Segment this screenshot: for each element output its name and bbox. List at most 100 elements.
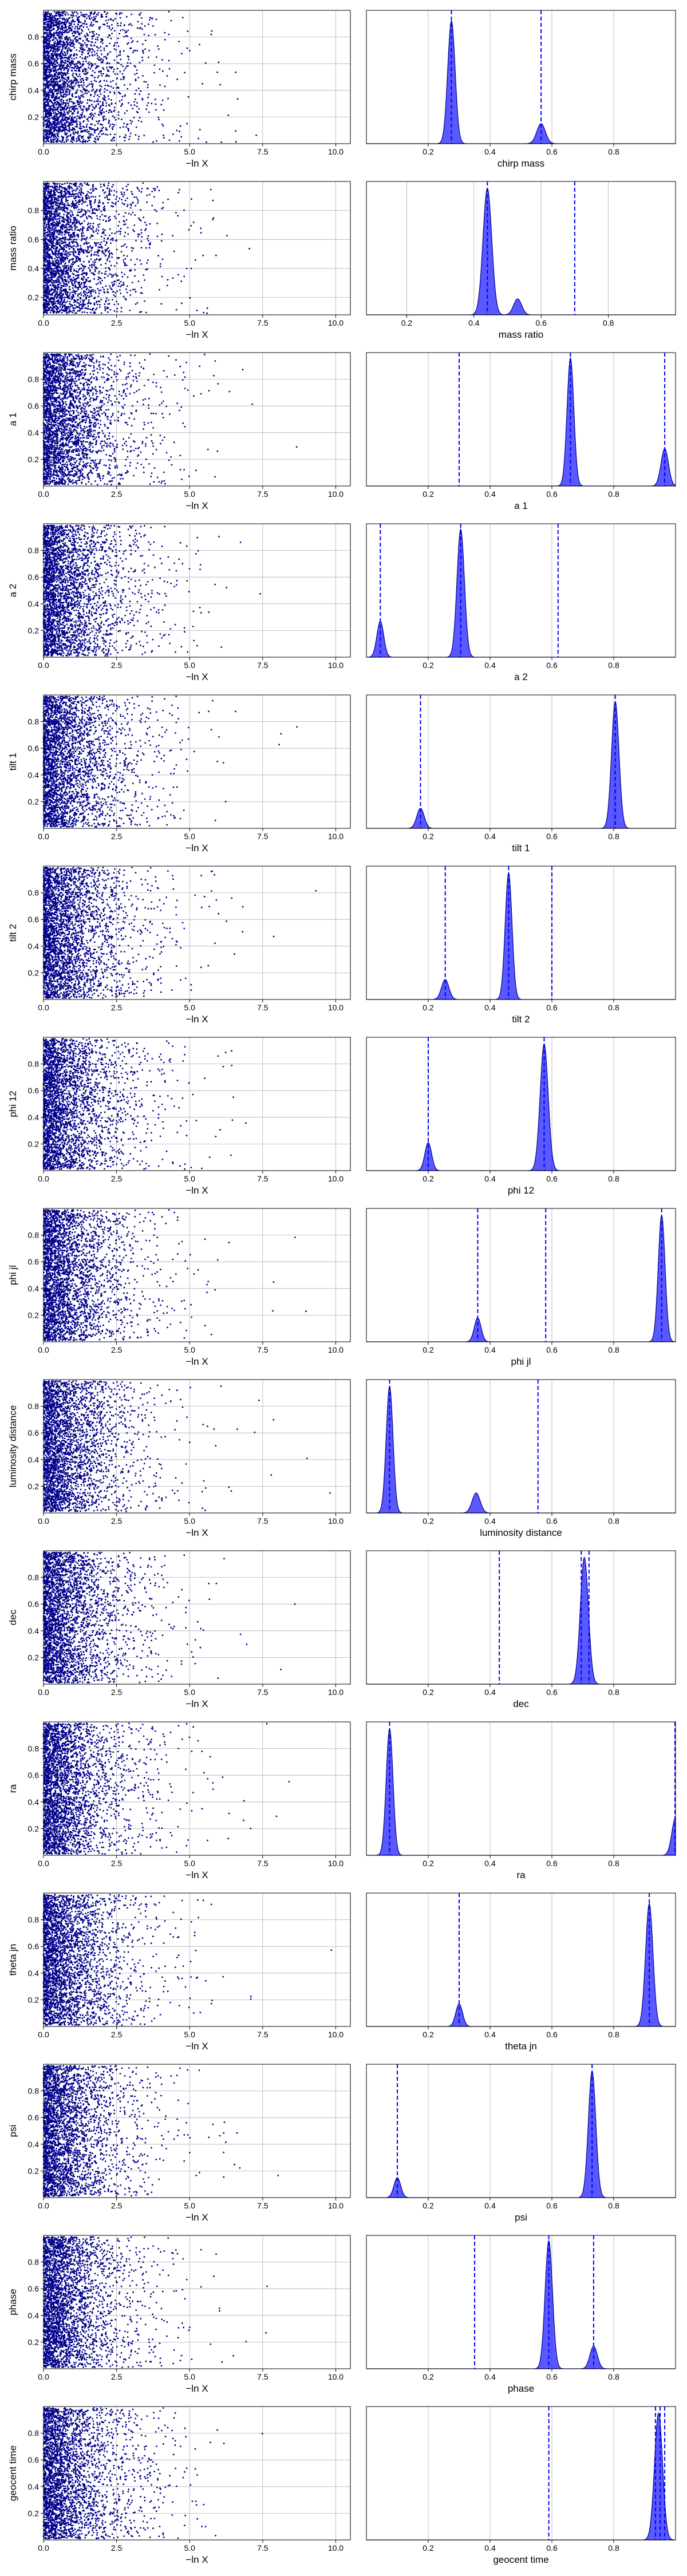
chirp-mass-trace-point	[77, 136, 79, 137]
chirp-mass-trace-point	[69, 101, 70, 102]
chirp-mass-trace-point	[46, 13, 48, 15]
chirp-mass-trace-point	[218, 61, 220, 63]
chirp-mass-trace-point	[46, 23, 48, 25]
chirp-mass-trace-point	[168, 11, 170, 13]
chirp-mass-trace-point	[114, 60, 116, 61]
chirp-mass-trace-point	[105, 16, 107, 18]
chirp-mass-trace-point	[86, 129, 88, 131]
chirp-mass-trace-point	[86, 99, 88, 101]
chirp-mass-trace-point	[70, 119, 72, 121]
chirp-mass-trace-point	[50, 74, 52, 76]
chirp-mass-trace-point	[65, 73, 66, 74]
chirp-mass-trace-point	[65, 37, 67, 39]
chirp-mass-trace-point	[54, 114, 56, 116]
chirp-mass-trace-point	[131, 25, 133, 26]
chirp-mass-trace-point	[148, 102, 149, 104]
chirp-mass-trace-point	[92, 70, 94, 72]
chirp-mass-trace-point	[76, 57, 77, 59]
chirp-mass-trace-point	[54, 123, 56, 124]
chirp-mass-trace-point	[137, 27, 139, 29]
chirp-mass-trace-point	[88, 48, 90, 50]
chirp-mass-trace-point	[127, 62, 129, 64]
chirp-mass-trace-point	[53, 70, 54, 72]
chirp-mass-trace-point	[112, 124, 114, 125]
chirp-mass-trace-point	[80, 90, 82, 92]
chirp-mass-trace-point	[81, 32, 82, 34]
chirp-mass-trace-point	[161, 59, 163, 61]
chirp-mass-trace-point	[103, 112, 105, 113]
chirp-mass-trace-point	[47, 131, 49, 133]
chirp-mass-trace-point	[86, 44, 88, 46]
chirp-mass-trace-point	[88, 52, 89, 54]
chirp-mass-trace-point	[76, 118, 78, 120]
chirp-mass-trace-point	[121, 118, 123, 120]
chirp-mass-trace-point	[53, 141, 55, 143]
chirp-mass-trace-point	[80, 123, 82, 125]
chirp-mass-trace-point	[69, 109, 70, 111]
chirp-mass-trace-point	[111, 24, 113, 26]
chirp-mass-trace-point	[98, 96, 100, 98]
chirp-mass-trace-point	[58, 74, 60, 76]
chirp-mass-trace-point	[70, 39, 72, 41]
chirp-mass-trace-point	[110, 99, 112, 101]
chirp-mass-trace-point	[82, 78, 84, 80]
chirp-mass-trace-point	[85, 61, 87, 62]
chirp-mass-trace-point	[88, 29, 89, 30]
chirp-mass-trace-point	[114, 93, 116, 94]
chirp-mass-trace-point	[77, 89, 78, 91]
chirp-mass-trace-point	[147, 87, 149, 89]
chirp-mass-trace-point	[94, 93, 96, 95]
chirp-mass-trace-point	[51, 29, 53, 31]
chirp-mass-trace-point	[97, 77, 98, 78]
chirp-mass-trace-point	[66, 51, 68, 53]
chirp-mass-trace-point	[77, 82, 79, 84]
chirp-mass-trace-point	[104, 97, 105, 98]
chirp-mass-trace-point	[169, 140, 171, 141]
chirp-mass-trace-point	[57, 101, 58, 103]
chirp-mass-trace-point	[66, 46, 68, 48]
chirp-mass-trace-point	[237, 98, 239, 100]
chirp-mass-trace-point	[62, 117, 64, 118]
chirp-mass-trace-point	[131, 123, 132, 124]
chirp-mass-trace-point	[98, 75, 100, 77]
chirp-mass-trace-point	[56, 133, 58, 135]
chirp-mass-trace-point	[100, 46, 102, 48]
chirp-mass-trace-point	[105, 105, 107, 107]
chirp-mass-trace-point	[62, 120, 64, 122]
chirp-mass-trace-point	[78, 106, 80, 108]
chirp-mass-trace-point	[84, 14, 86, 15]
chirp-mass-trace-point	[67, 53, 69, 54]
chirp-mass-trace-point	[49, 80, 51, 82]
chirp-mass-trace-point	[110, 86, 112, 88]
chirp-mass-trace-point	[68, 122, 70, 124]
chirp-mass-trace-point	[52, 68, 53, 69]
chirp-mass-trace-point	[155, 34, 156, 35]
chirp-mass-trace-point	[152, 25, 154, 27]
chirp-mass-trace-point	[73, 42, 74, 44]
chirp-mass-trace-point	[206, 141, 207, 143]
chirp-mass-trace-point	[72, 141, 73, 143]
chirp-mass-trace-point	[132, 40, 134, 42]
chirp-mass-trace-point	[99, 136, 101, 137]
chirp-mass-trace-point	[144, 48, 146, 50]
chirp-mass-trace-point	[106, 57, 108, 59]
chirp-mass-trace-point	[102, 23, 104, 25]
chirp-mass-trace-point	[67, 85, 69, 86]
chirp-mass-trace-point	[118, 45, 120, 47]
chirp-mass-trace-point	[54, 11, 56, 13]
chirp-mass-trace-point	[68, 18, 69, 19]
chirp-mass-trace-point	[125, 127, 127, 128]
chirp-mass-trace-point	[147, 105, 148, 106]
chirp-mass-trace-point	[60, 120, 62, 122]
chirp-mass-trace-point	[139, 117, 141, 118]
chirp-mass-trace-point	[100, 41, 102, 43]
chirp-mass-trace-point	[90, 81, 92, 82]
chirp-mass-trace-point	[92, 134, 94, 136]
chirp-mass-trace-point	[118, 118, 120, 120]
chirp-mass-trace-point	[123, 136, 125, 138]
chirp-mass-trace-point	[116, 78, 118, 80]
chirp-mass-trace-point	[137, 41, 139, 42]
chirp-mass-trace-point	[114, 18, 116, 19]
chirp-mass-trace-point	[199, 44, 200, 45]
chirp-mass-trace-point	[69, 17, 71, 19]
